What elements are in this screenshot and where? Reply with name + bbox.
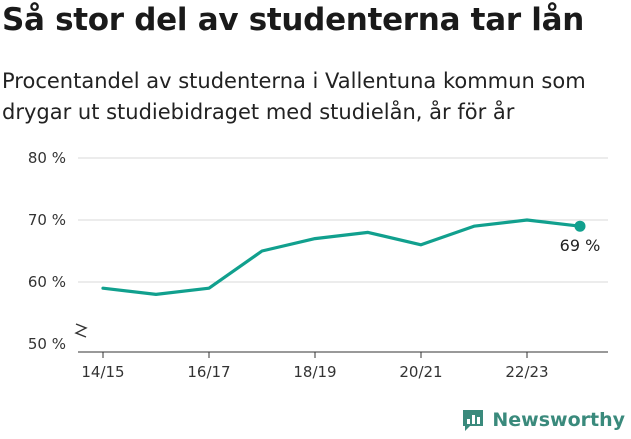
grid-lines bbox=[78, 157, 608, 353]
x-tick-label: 16/17 bbox=[187, 363, 230, 381]
chart-subtitle: Procentandel av studenterna i Vallentuna… bbox=[2, 69, 586, 124]
x-tick-label: 20/21 bbox=[399, 363, 442, 381]
series-layer bbox=[101, 218, 586, 296]
y-tick-label: 50 % bbox=[28, 335, 66, 353]
x-tick-label: 18/19 bbox=[293, 363, 336, 381]
y-axis-ticks: 50 % 60 % 70 % 80 % bbox=[28, 149, 66, 353]
last-point-label: 69 % bbox=[560, 236, 601, 255]
x-tick-label: 14/15 bbox=[81, 363, 124, 381]
last-point-marker bbox=[574, 220, 586, 232]
brand-name: Newsworthy bbox=[492, 409, 625, 431]
newsworthy-logo-icon bbox=[463, 410, 484, 431]
x-axis-ticks: 14/15 16/17 18/19 20/21 22/23 bbox=[81, 352, 549, 381]
y-tick-label: 80 % bbox=[28, 149, 66, 167]
y-axis-break-icon bbox=[74, 323, 88, 338]
y-tick-label: 70 % bbox=[28, 211, 66, 229]
newsworthy-brand[interactable]: Newsworthy bbox=[460, 407, 625, 433]
data-labels: 69 % bbox=[560, 236, 601, 255]
x-tick-label: 22/23 bbox=[505, 363, 548, 381]
chart-title: Så stor del av studenterna tar lån bbox=[2, 2, 585, 38]
y-tick-label: 60 % bbox=[28, 273, 66, 291]
series-line bbox=[101, 218, 582, 296]
